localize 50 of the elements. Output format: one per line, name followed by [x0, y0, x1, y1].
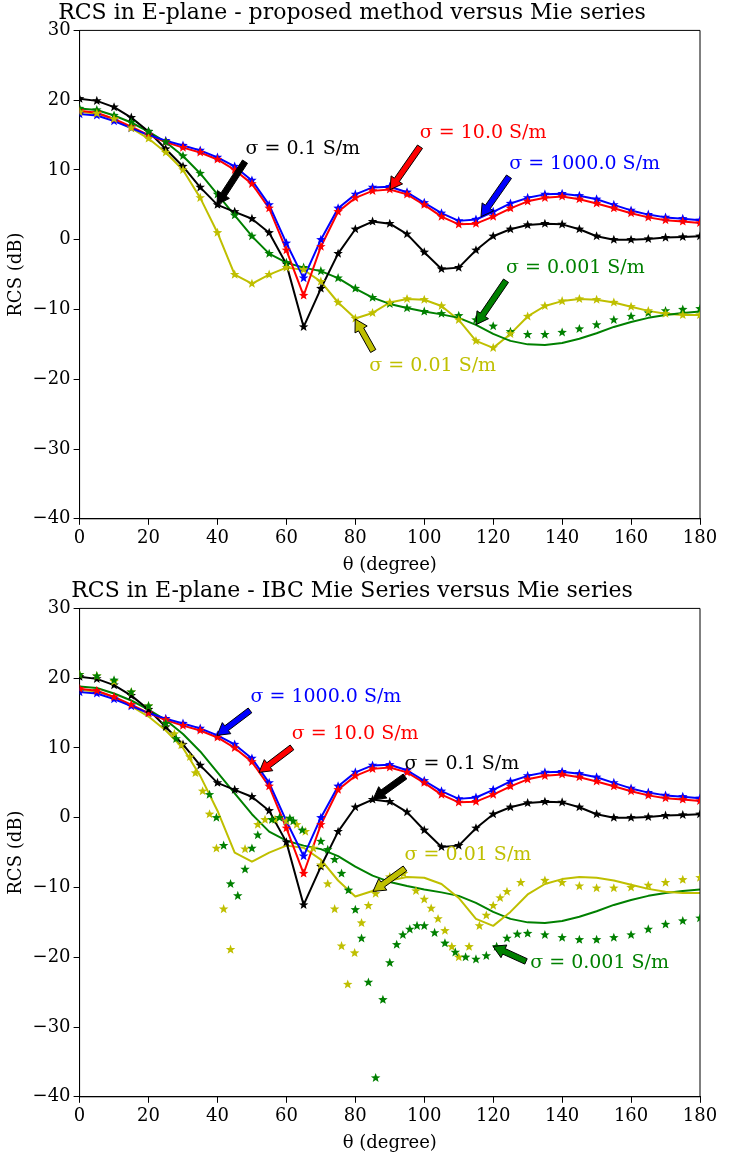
annotation: σ = 0.001 S/m — [505, 254, 645, 277]
x-tick-label: 40 — [206, 526, 229, 548]
x-tick-label: 0 — [73, 526, 86, 548]
annotation: σ = 0.001 S/m — [530, 949, 670, 972]
chart-title: RCS in E-plane - IBC Mie Series versus Mie series — [71, 576, 633, 602]
y-tick-label: 10 — [47, 157, 71, 179]
x-tick-label: 60 — [274, 526, 298, 548]
y-tick-label: −10 — [32, 297, 71, 319]
annotation: σ = 10.0 S/m — [291, 721, 419, 744]
y-tick-label: −40 — [32, 1084, 71, 1106]
x-tick-label: 160 — [613, 526, 649, 548]
annotation: σ = 0.1 S/m — [245, 135, 361, 158]
y-tick-label: −20 — [32, 366, 71, 388]
y-tick-label: 20 — [47, 665, 71, 687]
x-tick-label: 140 — [544, 526, 580, 548]
y-tick-label: 0 — [59, 805, 71, 827]
x-axis-title: θ (degree) — [342, 1130, 437, 1152]
y-tick-label: 10 — [47, 735, 71, 757]
annotation: σ = 10.0 S/m — [419, 120, 547, 143]
y-tick-label: −30 — [32, 1014, 71, 1036]
y-axis-title: RCS (dB) — [4, 232, 26, 317]
y-tick-label: 30 — [47, 596, 71, 618]
x-tick-label: 120 — [476, 1104, 511, 1126]
x-tick-label: 40 — [206, 1104, 229, 1126]
y-tick-label: −40 — [32, 506, 71, 528]
x-tick-label: 20 — [137, 1104, 160, 1126]
x-tick-label: 180 — [682, 526, 718, 548]
x-tick-label: 100 — [407, 526, 442, 548]
x-tick-label: 0 — [73, 1104, 86, 1126]
x-tick-label: 160 — [613, 1104, 649, 1126]
annotation: σ = 1000.0 S/m — [250, 684, 402, 707]
x-tick-label: 100 — [407, 1104, 442, 1126]
x-tick-label: 180 — [682, 1104, 718, 1126]
y-tick-label: 20 — [47, 87, 71, 109]
annotation: σ = 0.1 S/m — [404, 750, 520, 773]
x-tick-label: 60 — [274, 1104, 298, 1126]
x-tick-label: 120 — [476, 526, 511, 548]
y-tick-label: −20 — [32, 944, 71, 966]
annotation: σ = 0.01 S/m — [404, 841, 532, 864]
y-tick-label: 0 — [59, 227, 71, 249]
x-tick-label: 20 — [137, 526, 160, 548]
x-tick-label: 80 — [343, 1104, 367, 1126]
x-tick-label: 80 — [343, 526, 367, 548]
y-tick-label: −30 — [32, 436, 71, 458]
x-tick-label: 140 — [544, 1104, 580, 1126]
y-axis-title: RCS (dB) — [4, 810, 26, 895]
x-axis-title: θ (degree) — [342, 552, 437, 574]
annotation: σ = 0.01 S/m — [369, 352, 497, 375]
y-tick-label: −10 — [32, 875, 71, 897]
annotation: σ = 1000.0 S/m — [509, 150, 661, 173]
